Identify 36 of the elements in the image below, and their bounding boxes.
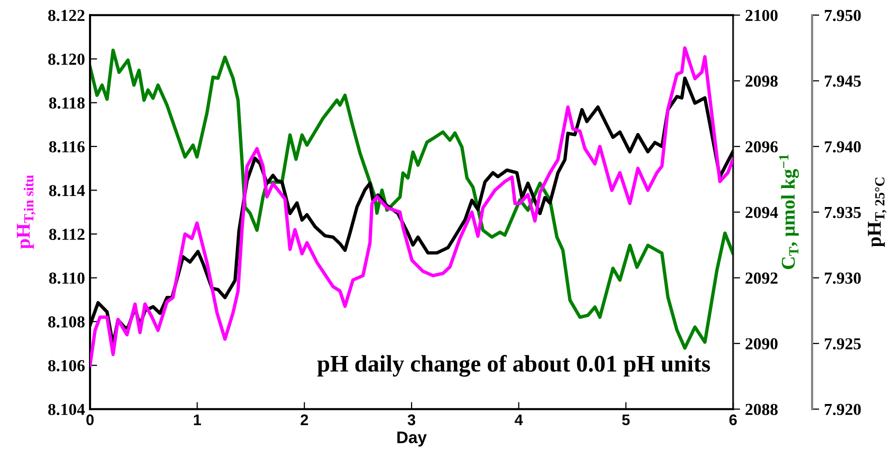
y3-tick-label: 7.930 <box>824 272 861 284</box>
y3-axis-title: pHT, 25°C <box>868 178 886 247</box>
y3-tick-label: 7.945 <box>824 76 861 87</box>
y2-tick-label: 2088 <box>746 404 778 416</box>
y2-tick-label: 2090 <box>746 338 778 350</box>
y-axis-title: pHT,in situ <box>16 175 36 249</box>
y-tick-label: 8.118 <box>49 97 85 109</box>
y-tick-label: 8.104 <box>48 404 85 416</box>
y3-tick-label: 7.950 <box>824 10 861 22</box>
y-tick-label: 8.106 <box>48 360 85 372</box>
x-tick-label: 3 <box>408 414 416 426</box>
y-tick-label: 8.110 <box>49 272 85 284</box>
y2-tick-label: 2094 <box>746 206 778 218</box>
y-tick-label: 8.116 <box>49 141 85 152</box>
x-tick-label: 2 <box>300 414 308 426</box>
x-tick-label: 0 <box>86 414 94 426</box>
y-tick-label: 8.114 <box>49 184 85 196</box>
y-tick-label: 8.122 <box>48 10 84 22</box>
annotation: pH daily change of about 0.01 pH units <box>317 354 710 377</box>
y-tick-label: 8.108 <box>48 316 85 328</box>
y2-tick-label: 2100 <box>746 10 778 22</box>
y-tick-label: 8.112 <box>49 228 84 240</box>
y2-tick-label: 2092 <box>746 272 778 284</box>
y3-tick-label: 7.935 <box>824 206 861 218</box>
x-axis-title: Day <box>397 432 427 447</box>
y-tick-label: 8.120 <box>48 54 85 65</box>
y3-tick-label: 7.920 <box>824 404 861 416</box>
x-tick-label: 1 <box>194 414 202 426</box>
x-tick-label: 4 <box>514 414 523 426</box>
y2-tick-label: 2096 <box>746 141 778 152</box>
y2-axis-title: CT, µmol kg−1 <box>779 154 799 270</box>
y3-tick-label: 7.940 <box>824 141 861 152</box>
x-tick-label: 6 <box>729 414 737 426</box>
x-tick-label: 5 <box>622 414 630 426</box>
y2-tick-label: 2098 <box>746 76 778 87</box>
y3-tick-label: 7.925 <box>824 338 861 350</box>
